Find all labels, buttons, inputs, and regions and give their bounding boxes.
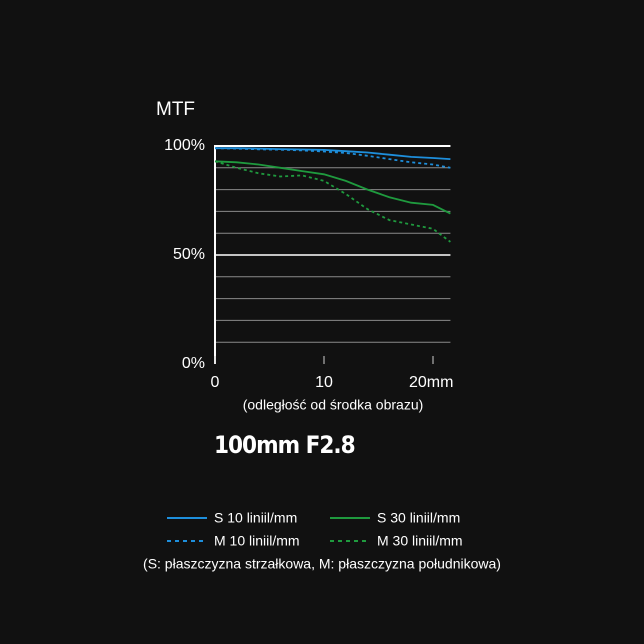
x-tick-label: 20mm: [409, 374, 453, 391]
legend-label: M 30 liniil/mm: [377, 533, 463, 549]
series-line: [215, 147, 451, 160]
series-line: [214, 160, 451, 215]
legend-label: M 10 liniil/mm: [214, 533, 300, 549]
legend-label: S 30 liniil/mm: [377, 510, 460, 526]
x-tick-label: 0: [211, 374, 220, 391]
y-tick-label: 100%: [164, 137, 205, 154]
series-line: [214, 147, 451, 169]
y-axis-title: MTF: [156, 99, 195, 120]
x-tick-label: 10: [315, 374, 333, 391]
y-tick-label: 50%: [173, 246, 205, 263]
legend-label: S 10 liniil/mm: [214, 510, 297, 526]
x-axis-title: (odległość od środka obrazu): [243, 397, 424, 413]
chart-title: 100mm F2.8: [214, 431, 355, 459]
note: (S: płaszczyzna strzałkowa, M: płaszczyz…: [143, 556, 501, 572]
y-tick-label: 0%: [182, 355, 205, 372]
